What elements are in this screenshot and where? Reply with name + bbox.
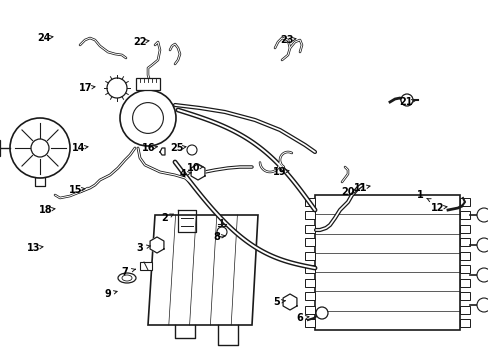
Text: 22: 22 (133, 37, 146, 47)
Bar (459, 252, 469, 260)
Ellipse shape (122, 275, 132, 281)
Bar (459, 265, 469, 273)
Ellipse shape (118, 273, 136, 283)
Bar (140, 262, 152, 270)
Text: 17: 17 (79, 83, 93, 93)
Bar (305, 225, 314, 233)
Text: 3: 3 (136, 243, 143, 253)
Text: 7: 7 (122, 267, 128, 277)
Text: 15: 15 (69, 185, 82, 195)
Text: 1: 1 (416, 190, 423, 200)
Bar (459, 306, 469, 314)
Text: 20: 20 (341, 187, 354, 197)
Bar (459, 198, 469, 206)
Bar (305, 198, 314, 206)
Bar (305, 238, 314, 246)
Text: 16: 16 (142, 143, 156, 153)
Circle shape (10, 118, 70, 178)
Text: 13: 13 (27, 243, 41, 253)
Bar (459, 238, 469, 246)
Circle shape (476, 238, 488, 252)
Bar (305, 306, 314, 314)
Bar (459, 279, 469, 287)
Text: 11: 11 (353, 183, 367, 193)
Circle shape (315, 307, 327, 319)
Bar (459, 225, 469, 233)
Text: 8: 8 (213, 232, 220, 242)
Text: 18: 18 (39, 205, 53, 215)
Text: 23: 23 (280, 35, 293, 45)
Bar (314, 195, 459, 330)
Circle shape (186, 145, 197, 155)
Text: 4: 4 (179, 169, 186, 179)
Text: 9: 9 (104, 289, 111, 299)
Polygon shape (148, 215, 258, 325)
Bar (305, 279, 314, 287)
Bar (305, 319, 314, 327)
Circle shape (132, 103, 163, 134)
Bar (136, 78, 160, 90)
Circle shape (476, 268, 488, 282)
Bar (305, 252, 314, 260)
Bar (305, 292, 314, 300)
Circle shape (31, 139, 49, 157)
Polygon shape (283, 294, 296, 310)
Bar (305, 211, 314, 219)
Circle shape (217, 227, 226, 237)
Polygon shape (150, 237, 163, 253)
Text: 24: 24 (37, 33, 51, 43)
Bar (459, 319, 469, 327)
Text: 19: 19 (273, 167, 286, 177)
Bar (459, 292, 469, 300)
Text: 21: 21 (398, 97, 412, 107)
Circle shape (400, 94, 412, 106)
Polygon shape (191, 164, 204, 180)
Text: 10: 10 (187, 163, 201, 173)
Circle shape (107, 78, 127, 98)
Text: 12: 12 (430, 203, 444, 213)
Text: 25: 25 (170, 143, 183, 153)
Circle shape (476, 208, 488, 222)
Text: 2: 2 (162, 213, 168, 223)
Circle shape (476, 298, 488, 312)
Text: 6: 6 (296, 313, 303, 323)
Circle shape (120, 90, 176, 146)
Text: 5: 5 (273, 297, 280, 307)
Bar (305, 265, 314, 273)
Text: 14: 14 (72, 143, 85, 153)
Bar (459, 211, 469, 219)
